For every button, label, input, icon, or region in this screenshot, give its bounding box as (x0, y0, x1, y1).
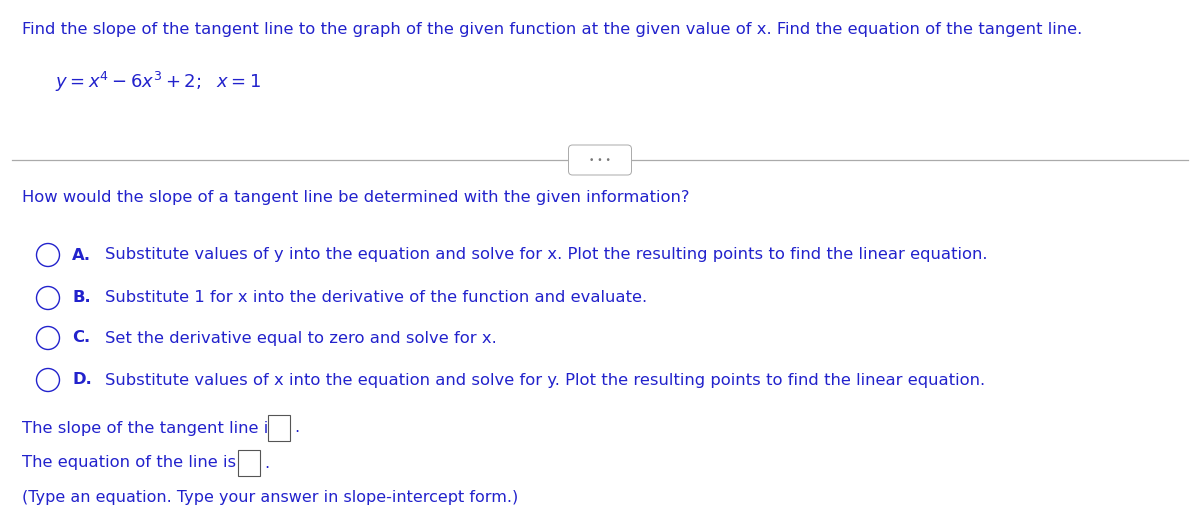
Text: Substitute values of y into the equation and solve for x. Plot the resulting poi: Substitute values of y into the equation… (106, 247, 988, 263)
FancyBboxPatch shape (268, 415, 290, 441)
Text: The equation of the line is: The equation of the line is (22, 456, 241, 470)
Text: D.: D. (72, 372, 91, 388)
Text: (Type an equation. Type your answer in slope-intercept form.): (Type an equation. Type your answer in s… (22, 490, 518, 505)
Text: A.: A. (72, 247, 91, 263)
Text: .: . (294, 421, 299, 435)
Text: C.: C. (72, 331, 90, 345)
Text: Substitute values of x into the equation and solve for y. Plot the resulting poi: Substitute values of x into the equation… (106, 372, 985, 388)
Text: $y = x^4 - 6x^3 + 2;\ \ x = 1$: $y = x^4 - 6x^3 + 2;\ \ x = 1$ (55, 70, 262, 94)
Text: • • •: • • • (589, 155, 611, 165)
Text: Set the derivative equal to zero and solve for x.: Set the derivative equal to zero and sol… (106, 331, 497, 345)
Text: .: . (264, 456, 269, 470)
Text: Find the slope of the tangent line to the graph of the given function at the giv: Find the slope of the tangent line to th… (22, 22, 1082, 37)
FancyBboxPatch shape (238, 450, 260, 476)
Text: Substitute 1 for x into the derivative of the function and evaluate.: Substitute 1 for x into the derivative o… (106, 291, 647, 305)
Text: The slope of the tangent line is: The slope of the tangent line is (22, 421, 282, 435)
Text: B.: B. (72, 291, 91, 305)
Text: How would the slope of a tangent line be determined with the given information?: How would the slope of a tangent line be… (22, 190, 690, 205)
FancyBboxPatch shape (569, 145, 631, 175)
